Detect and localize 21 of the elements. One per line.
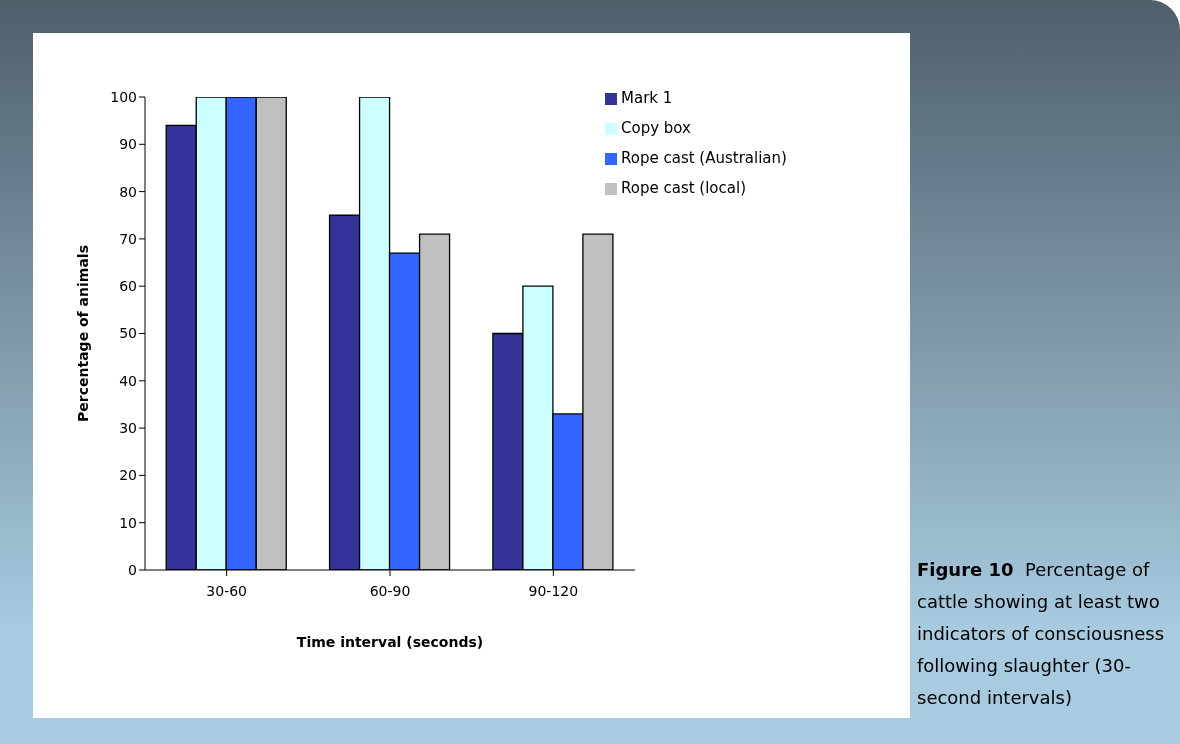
y-tick-label: 40 xyxy=(119,372,137,389)
y-tick-label: 10 xyxy=(119,514,137,531)
x-tick-label: 60-90 xyxy=(369,582,411,599)
y-tick-label: 80 xyxy=(119,183,137,200)
y-tick-label: 90 xyxy=(119,136,137,153)
y-tick-label: 50 xyxy=(119,325,137,342)
y-tick-label: 70 xyxy=(119,230,137,247)
x-tick-label: 90-120 xyxy=(528,582,579,599)
caption: Figure 10 Percentage of cattle showing at least two indicators of consciousness following slaughter (30-second intervals) xyxy=(917,558,1166,710)
y-tick-label: 30 xyxy=(119,420,137,437)
y-axis-title: Percentage of animals xyxy=(74,245,91,422)
legend-label: Copy box xyxy=(621,119,691,137)
y-tick-label: 0 xyxy=(128,561,137,578)
y-tick-label: 100 xyxy=(110,88,137,105)
y-tick-label: 20 xyxy=(119,467,137,484)
x-tick-label: 30-60 xyxy=(206,582,248,599)
y-tick-label: 60 xyxy=(119,278,137,295)
legend-label: Rope cast (Australian) xyxy=(621,149,787,167)
legend-label: Rope cast (local) xyxy=(621,179,747,197)
legend-label: Mark 1 xyxy=(621,89,673,107)
x-axis-title: Time interval (seconds) xyxy=(296,634,484,650)
